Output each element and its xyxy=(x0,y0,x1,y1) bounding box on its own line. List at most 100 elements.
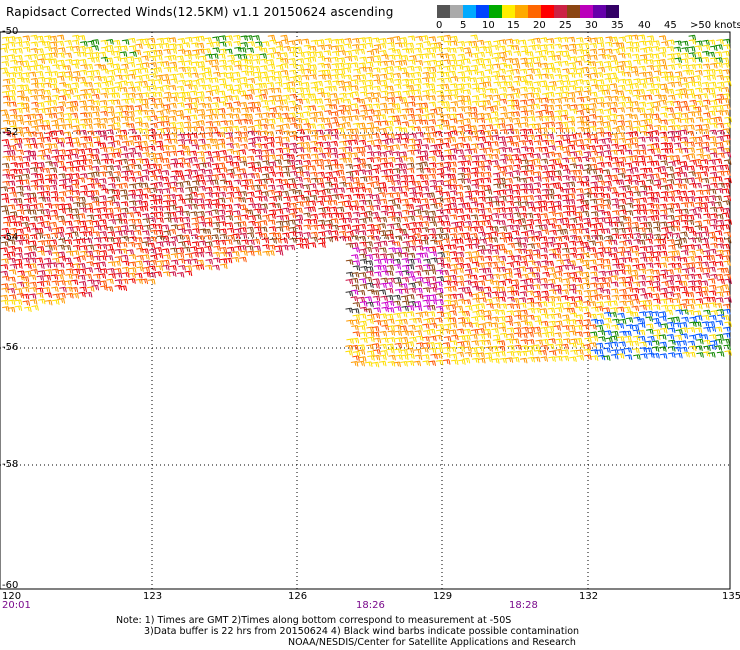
wind-barb xyxy=(632,41,640,48)
wind-barb xyxy=(554,61,562,67)
wind-barb xyxy=(65,250,74,257)
wind-barb xyxy=(667,64,676,70)
wind-barb xyxy=(274,159,282,165)
wind-barb xyxy=(672,285,681,292)
wind-barb xyxy=(449,244,457,250)
wind-barb xyxy=(213,120,221,127)
wind-barb xyxy=(651,130,660,136)
wind-barb xyxy=(471,304,480,310)
wind-barb xyxy=(211,59,219,65)
wind-barb xyxy=(197,120,205,126)
wind-barb xyxy=(134,218,142,225)
wind-barb xyxy=(437,262,445,269)
wind-barb xyxy=(289,226,297,233)
wind-barb xyxy=(324,74,332,80)
wind-barb xyxy=(303,232,311,238)
wind-barb xyxy=(344,105,352,111)
wind-barb xyxy=(567,97,576,103)
wind-barb xyxy=(203,162,212,168)
wind-barb xyxy=(561,217,570,224)
wind-barb xyxy=(290,122,298,129)
wind-barb xyxy=(541,313,549,319)
wind-barb xyxy=(344,115,353,122)
wind-barb xyxy=(77,213,86,219)
wind-barb xyxy=(248,142,256,148)
wind-barb xyxy=(169,211,177,218)
wind-barb xyxy=(716,334,724,340)
wind-barb xyxy=(631,305,640,312)
wind-barb xyxy=(17,102,25,108)
wind-barb xyxy=(164,217,172,223)
wind-barb xyxy=(574,72,583,79)
wind-barb xyxy=(225,215,234,221)
wind-barb xyxy=(399,163,408,169)
wind-barb xyxy=(428,304,436,311)
wind-barb xyxy=(184,97,193,103)
wind-barb xyxy=(625,113,633,120)
wind-barb xyxy=(42,220,51,227)
wind-barb xyxy=(561,349,570,355)
wind-barb xyxy=(92,88,101,94)
wind-barb xyxy=(722,255,730,261)
wind-barb xyxy=(687,244,695,250)
wind-barb xyxy=(546,62,555,69)
wind-barb xyxy=(126,105,135,111)
wind-barb xyxy=(722,303,731,310)
wind-barb xyxy=(148,152,157,159)
wind-barb xyxy=(470,233,478,239)
wind-barb xyxy=(574,175,583,182)
wind-barb xyxy=(681,245,689,251)
wind-barb xyxy=(611,227,619,234)
wind-barb xyxy=(449,251,458,257)
wind-barb xyxy=(437,251,445,258)
wind-barb xyxy=(625,106,634,113)
wind-barb xyxy=(42,280,51,286)
wind-barb xyxy=(183,180,191,187)
wind-barb xyxy=(563,301,571,308)
wind-barb xyxy=(694,63,703,70)
wind-barb xyxy=(106,146,115,153)
wind-barb xyxy=(722,69,730,75)
wind-barb xyxy=(247,191,255,198)
wind-barb xyxy=(442,328,451,335)
wind-barb xyxy=(553,247,561,254)
wind-barb xyxy=(71,293,79,299)
wind-barb xyxy=(443,312,452,318)
wind-barb xyxy=(121,176,129,182)
wind-barb xyxy=(260,136,268,142)
wind-barb xyxy=(268,95,277,101)
wind-barb xyxy=(442,250,451,257)
wind-barb xyxy=(651,106,660,112)
wind-barb xyxy=(618,318,627,325)
wind-barb xyxy=(205,241,213,247)
wind-barb xyxy=(364,163,373,170)
wind-barb xyxy=(582,252,590,259)
wind-barb xyxy=(169,265,177,271)
wind-barb xyxy=(66,161,74,167)
wind-barb xyxy=(8,294,17,300)
wind-barb xyxy=(596,319,604,325)
wind-barb xyxy=(443,47,451,53)
wind-barb xyxy=(490,322,499,328)
wind-barb xyxy=(148,128,156,135)
wind-barb xyxy=(477,208,486,215)
wind-barb xyxy=(309,195,318,201)
wind-barb xyxy=(233,155,241,162)
wind-barb xyxy=(169,73,177,80)
wind-barb xyxy=(225,204,233,210)
wind-barb xyxy=(65,213,74,220)
wind-barb xyxy=(162,205,171,212)
wind-barb xyxy=(317,171,325,178)
wind-barb xyxy=(358,278,367,284)
wind-barb xyxy=(442,71,450,78)
wind-barb xyxy=(465,305,473,311)
wind-barb xyxy=(182,216,191,223)
wind-barb xyxy=(197,132,206,139)
wind-barb xyxy=(638,180,646,186)
wind-barb xyxy=(541,97,549,104)
wind-barb xyxy=(380,90,389,97)
wind-barb xyxy=(630,131,639,137)
wind-barb xyxy=(72,125,80,131)
wind-barb xyxy=(387,133,395,139)
wind-barb xyxy=(631,250,640,257)
